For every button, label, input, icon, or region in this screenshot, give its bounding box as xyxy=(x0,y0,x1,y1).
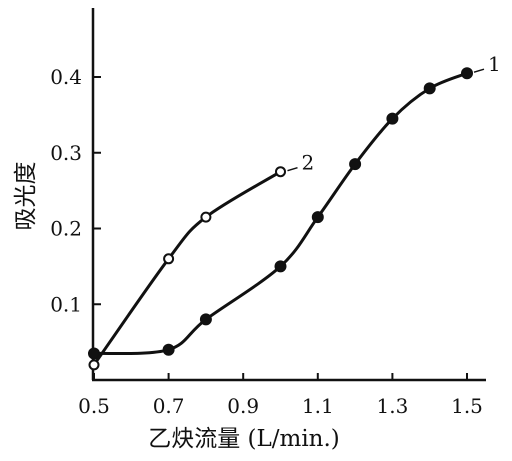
y-tick-label: 0.2 xyxy=(50,217,82,241)
series-2-point xyxy=(275,166,286,178)
series-2-point xyxy=(200,211,212,223)
ticks-layer: 0.5 0.7 0.9 1.1 1.3 1.5 0.1 0.2 0.3 0.4 xyxy=(50,65,483,418)
series-1-point xyxy=(461,67,473,80)
axes-layer xyxy=(91,8,486,382)
x-axis-title: 乙炔流量 (L/min.) xyxy=(148,426,340,452)
series-1-point xyxy=(274,260,287,273)
x-tick-label: 1.5 xyxy=(451,394,483,418)
series-2-line xyxy=(92,170,282,367)
y-axis-title: 吸光度 xyxy=(13,162,39,231)
series-layer: 12 xyxy=(88,52,501,371)
series-1-point xyxy=(162,343,175,356)
y-tick-label: 0.4 xyxy=(50,65,82,89)
series-2-point xyxy=(163,253,175,265)
x-tick-label: 0.9 xyxy=(227,394,259,418)
series-1-label-leader xyxy=(473,68,485,73)
x-tick-label: 1.3 xyxy=(376,394,408,418)
series-2-label: 2 xyxy=(302,151,315,175)
series-1-point xyxy=(423,82,436,95)
series-1-point xyxy=(311,211,324,224)
y-tick-label: 0.1 xyxy=(50,292,82,316)
y-tick-label: 0.3 xyxy=(50,141,82,165)
x-tick-label: 1.1 xyxy=(302,394,334,418)
x-tick-label: 0.5 xyxy=(78,394,110,418)
series-1-point xyxy=(199,313,212,326)
series-1-point xyxy=(386,112,399,125)
series-1-point xyxy=(88,347,100,360)
series-2-point xyxy=(88,359,100,371)
series-1-point xyxy=(349,158,362,171)
series-1-line xyxy=(92,71,469,356)
series-1-label: 1 xyxy=(488,52,501,76)
x-tick-label: 0.7 xyxy=(153,394,185,418)
series-2-label-leader xyxy=(287,166,298,172)
